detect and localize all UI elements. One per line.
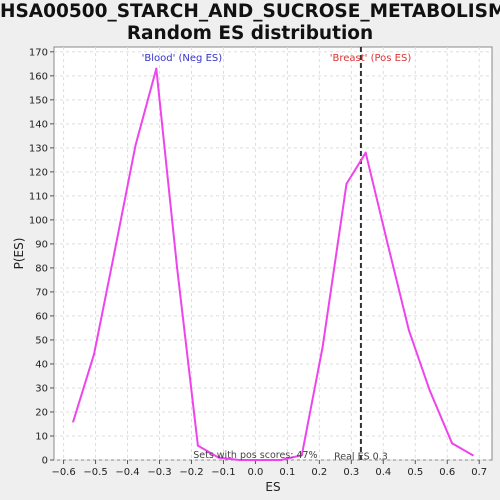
data-point	[300, 454, 303, 457]
data-point	[92, 353, 95, 356]
y-tick-label: 80	[35, 263, 48, 274]
data-point	[321, 346, 324, 349]
data-point	[407, 329, 410, 332]
y-tick-label: 100	[29, 215, 48, 226]
y-tick-label: 170	[29, 47, 48, 58]
x-tick-label: −0.6	[51, 467, 75, 478]
y-tick-label: 50	[35, 335, 48, 346]
data-point	[259, 459, 262, 461]
neg-es-label: 'Blood' (Neg ES)	[142, 53, 223, 64]
x-tick-label: −0.1	[211, 467, 235, 478]
y-tick-label: 130	[29, 143, 48, 154]
x-tick-label: 0.2	[311, 467, 327, 478]
data-point	[428, 389, 431, 392]
data-point	[471, 454, 474, 457]
data-point	[217, 456, 220, 459]
x-axis-label: ES	[265, 480, 280, 494]
y-tick-label: 90	[35, 239, 48, 250]
x-tick-label: −0.5	[83, 467, 107, 478]
series-group	[72, 67, 474, 461]
chart-title-line-2: Random ES distribution	[126, 23, 374, 44]
y-tick-label: 20	[35, 407, 48, 418]
chart-title-line-1: HSA00500_STARCH_AND_SUCROSE_METABOLISM:	[0, 1, 500, 22]
x-tick-label: 0.7	[471, 467, 487, 478]
axes: −0.6 −0.5 −0.4 −0.3 −0.2 −0.1 0.0 0.1 0.2 0.3 0.4 0…	[29, 47, 487, 478]
x-tick-label: 0.6	[439, 467, 455, 478]
y-tick-label: 40	[35, 359, 48, 370]
x-tick-label: −0.2	[179, 467, 203, 478]
real-es-label: Real ES 0.3	[334, 452, 388, 463]
plot-area	[53, 46, 493, 461]
y-tick-label: 120	[29, 167, 48, 178]
x-tick-label: −0.3	[147, 467, 171, 478]
y-tick-label: 150	[29, 95, 48, 106]
grid	[54, 47, 492, 461]
data-point	[176, 266, 179, 269]
data-point	[451, 442, 454, 445]
x-tick-label: 0.5	[407, 467, 423, 478]
y-tick-label: 0	[42, 456, 48, 467]
x-tick-label: 0.3	[343, 467, 359, 478]
x-tick-label: −0.4	[115, 467, 139, 478]
y-axis-label: P(ES)	[12, 238, 26, 270]
x-tick-label: 0.4	[375, 467, 391, 478]
es-distribution-line	[72, 67, 474, 461]
data-point	[196, 444, 199, 447]
data-point	[385, 238, 388, 241]
y-tick-label: 60	[35, 311, 48, 322]
sets-with-pos-scores-label: Sets with pos scores: 47%	[193, 450, 317, 461]
data-point	[155, 67, 158, 70]
y-tick-label: 10	[35, 431, 48, 442]
y-tick-label: 30	[35, 383, 48, 394]
x-tick-label: 0.1	[279, 467, 295, 478]
y-tick-label: 70	[35, 287, 48, 298]
data-point	[113, 250, 116, 253]
data-point	[72, 420, 75, 423]
y-tick-label: 140	[29, 119, 48, 130]
x-tick-label: 0.0	[247, 467, 263, 478]
data-point	[345, 182, 348, 185]
data-point	[238, 459, 241, 461]
pos-es-label: 'Breast' (Pos ES)	[330, 53, 412, 64]
data-point	[364, 151, 367, 154]
data-point	[279, 459, 282, 461]
y-tick-label: 160	[29, 71, 48, 82]
data-point	[134, 144, 137, 147]
y-tick-label: 110	[29, 191, 48, 202]
